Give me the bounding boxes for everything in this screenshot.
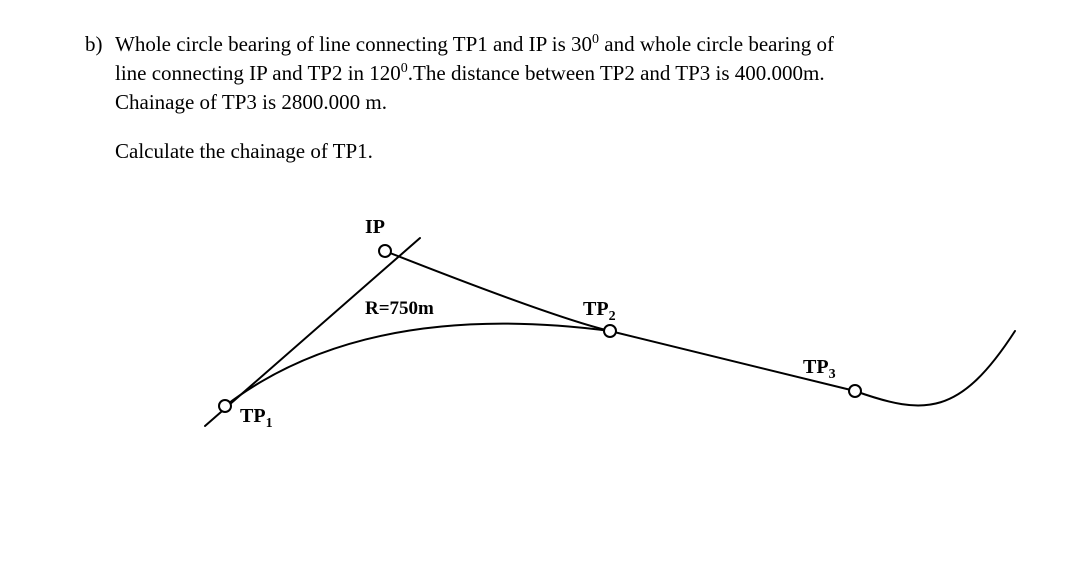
q-sup1: 0: [592, 32, 599, 47]
alignment-diagram: IP TP1 TP2 TP3 R=750m: [85, 211, 965, 471]
question-block: b) Whole circle bearing of line connecti…: [85, 30, 965, 117]
question-prompt: Calculate the chainage of TP1.: [85, 137, 965, 166]
label-tp1-sub: 1: [266, 416, 273, 431]
label-tp2-prefix: TP: [583, 298, 609, 320]
q-line1-post: and whole circle bearing of: [599, 32, 834, 56]
label-tp2-sub: 2: [609, 309, 616, 324]
label-ip-text: IP: [365, 216, 385, 238]
q-line3: Chainage of TP3 is 2800.000 m.: [115, 90, 387, 114]
diagram-svg: [85, 211, 1065, 471]
q-line2-post: .The distance between TP2 and TP3 is 400…: [408, 61, 825, 85]
label-radius: R=750m: [365, 298, 434, 320]
label-tp1-prefix: TP: [240, 405, 266, 427]
q-line1-pre: Whole circle bearing of line connecting …: [115, 32, 592, 56]
label-tp3: TP3: [803, 356, 836, 379]
label-tp2: TP2: [583, 298, 616, 321]
label-ip: IP: [365, 216, 385, 239]
question-body: Whole circle bearing of line connecting …: [115, 30, 834, 117]
label-tp1: TP1: [240, 405, 273, 428]
question-bullet: b): [85, 30, 115, 59]
label-tp3-sub: 3: [829, 367, 836, 382]
label-tp3-prefix: TP: [803, 356, 829, 378]
q-line2-pre: line connecting IP and TP2 in 120: [115, 61, 401, 85]
q-sup2: 0: [401, 61, 408, 76]
